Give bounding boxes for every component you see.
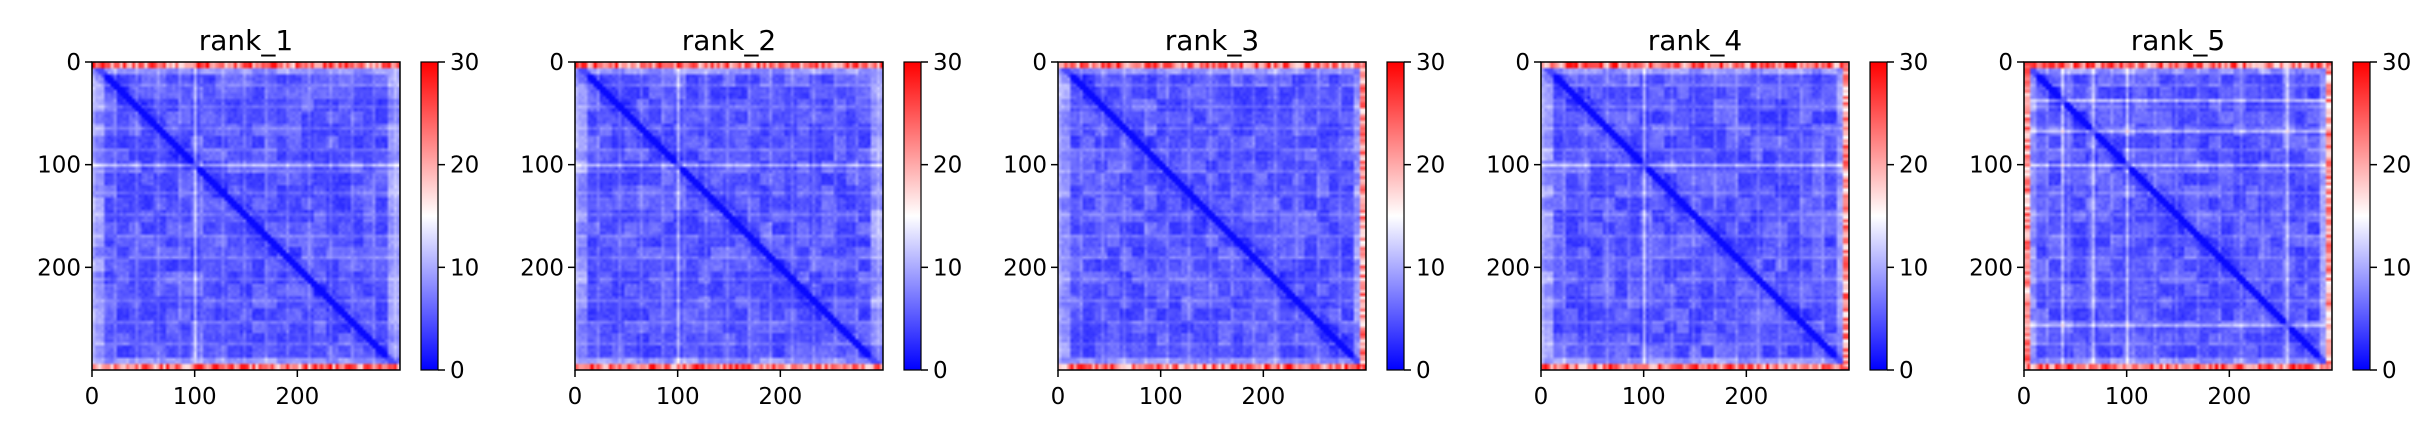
colorbar-tick-label: 0 (933, 358, 948, 384)
x-tick-label: 100 (173, 384, 217, 410)
heatmap-image (1058, 62, 1366, 370)
heatmap-image (92, 62, 400, 370)
axes-frame (574, 61, 884, 371)
x-tick-label: 0 (2017, 384, 2032, 410)
heatmap-panel-4: rank_4 0 100 200 0 100 200 0 10 20 30 (1486, 24, 1928, 410)
y-tick-label: 0 (1998, 50, 2013, 76)
heatmap-image (2024, 62, 2332, 370)
colorbar-tick-label: 0 (1416, 358, 1431, 384)
y-tick-label: 200 (1486, 255, 1530, 281)
x-tick-label: 100 (1622, 384, 1666, 410)
axes-frame (1540, 61, 1850, 371)
y-tick-label: 200 (37, 255, 81, 281)
colorbar-tick-label: 10 (2382, 255, 2411, 281)
x-tick-label: 0 (85, 384, 100, 410)
colorbar-tick-label: 10 (1416, 255, 1445, 281)
axes-frame (2023, 61, 2333, 371)
x-tick-label: 0 (568, 384, 583, 410)
x-tick-label: 0 (1051, 384, 1066, 410)
y-tick-label: 200 (1969, 255, 2013, 281)
panel-title: rank_3 (1165, 24, 1259, 57)
y-tick-label: 100 (520, 153, 564, 179)
x-tick-label: 0 (1534, 384, 1549, 410)
y-tick-label: 100 (1003, 153, 1047, 179)
colorbar-tick-label: 30 (450, 50, 479, 76)
y-tick-label: 100 (1969, 153, 2013, 179)
heatmap-image (1541, 62, 1849, 370)
colorbar (2352, 61, 2371, 371)
colorbar-tick-label: 20 (1899, 153, 1928, 179)
x-tick-label: 200 (1724, 384, 1768, 410)
y-tick-label: 0 (549, 50, 564, 76)
colorbar-tick-label: 10 (1899, 255, 1928, 281)
y-tick-label: 200 (1003, 255, 1047, 281)
panel-title: rank_1 (199, 24, 293, 57)
colorbar (903, 61, 922, 371)
colorbar-tick-label: 20 (1416, 153, 1445, 179)
colorbar-tick-label: 20 (450, 153, 479, 179)
heatmap-panel-5: rank_5 0 100 200 0 100 200 0 10 20 30 (1969, 24, 2411, 410)
colorbar-tick-label: 20 (933, 153, 962, 179)
heatmap-panel-1: rank_1 0 100 200 0 100 200 0 10 20 30 (37, 24, 479, 410)
y-tick-label: 0 (66, 50, 81, 76)
colorbar-tick-label: 0 (1899, 358, 1914, 384)
panel-title: rank_2 (682, 24, 776, 57)
heatmap-panel-2: rank_2 0 100 200 0 100 200 0 10 20 30 (520, 24, 962, 410)
y-tick-label: 100 (37, 153, 81, 179)
colorbar-tick-label: 0 (2382, 358, 2397, 384)
x-tick-label: 100 (2105, 384, 2149, 410)
x-tick-label: 100 (656, 384, 700, 410)
y-tick-label: 0 (1515, 50, 1530, 76)
colorbar (1869, 61, 1888, 371)
colorbar-tick-label: 20 (2382, 153, 2411, 179)
colorbar-tick-label: 10 (933, 255, 962, 281)
y-tick-label: 100 (1486, 153, 1530, 179)
axes-frame (91, 61, 401, 371)
heatmap-panel-3: rank_3 0 100 200 0 100 200 0 10 20 30 (1003, 24, 1445, 410)
panel-title: rank_4 (1648, 24, 1742, 57)
x-tick-label: 200 (1241, 384, 1285, 410)
x-tick-label: 200 (275, 384, 319, 410)
colorbar-tick-label: 30 (1416, 50, 1445, 76)
y-tick-label: 200 (520, 255, 564, 281)
colorbar-tick-label: 10 (450, 255, 479, 281)
x-tick-label: 200 (758, 384, 802, 410)
colorbar (1386, 61, 1405, 371)
colorbar-tick-label: 30 (933, 50, 962, 76)
heatmap-image (575, 62, 883, 370)
axes-frame (1057, 61, 1367, 371)
colorbar (420, 61, 439, 371)
colorbar-tick-label: 30 (2382, 50, 2411, 76)
panel-title: rank_5 (2131, 24, 2225, 57)
colorbar-tick-label: 30 (1899, 50, 1928, 76)
x-tick-label: 100 (1139, 384, 1183, 410)
x-tick-label: 200 (2207, 384, 2251, 410)
y-tick-label: 0 (1032, 50, 1047, 76)
colorbar-tick-label: 0 (450, 358, 465, 384)
